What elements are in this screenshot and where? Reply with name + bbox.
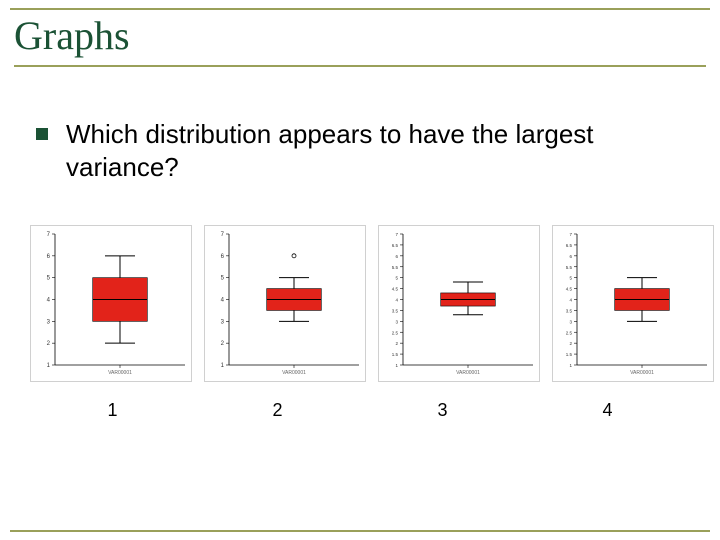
svg-text:1: 1 — [47, 363, 51, 369]
svg-text:6: 6 — [569, 254, 572, 259]
chart-label-2: 2 — [195, 400, 360, 421]
svg-text:2: 2 — [47, 341, 51, 347]
svg-text:3: 3 — [221, 319, 225, 325]
boxplot-chart-2: 1 2 3 4 5 6 7 VAR00001 — [204, 225, 366, 382]
svg-text:2: 2 — [395, 341, 398, 346]
slide-border-bottom — [10, 530, 710, 532]
svg-text:4: 4 — [569, 298, 572, 303]
bullet-icon — [36, 128, 48, 140]
question-text: Which distribution appears to have the l… — [66, 118, 696, 183]
svg-text:VAR00001: VAR00001 — [282, 370, 306, 376]
svg-text:4: 4 — [395, 298, 398, 303]
svg-text:2: 2 — [221, 341, 225, 347]
slide-title: Graphs — [14, 12, 706, 59]
chart-label-3: 3 — [360, 400, 525, 421]
svg-text:6: 6 — [395, 254, 398, 259]
svg-text:6: 6 — [47, 254, 51, 260]
svg-text:1.5: 1.5 — [566, 352, 573, 357]
svg-text:1.5: 1.5 — [392, 352, 399, 357]
svg-text:VAR00001: VAR00001 — [630, 370, 654, 376]
svg-text:VAR00001: VAR00001 — [456, 370, 480, 376]
svg-text:4: 4 — [47, 298, 51, 304]
svg-text:VAR00001: VAR00001 — [108, 370, 132, 376]
svg-text:5: 5 — [221, 276, 225, 282]
chart-labels-row: 1 2 3 4 — [30, 400, 690, 421]
svg-text:2.5: 2.5 — [392, 330, 399, 335]
svg-text:4: 4 — [221, 298, 225, 304]
svg-text:4.5: 4.5 — [392, 287, 399, 292]
svg-text:5.5: 5.5 — [392, 265, 399, 270]
svg-text:6.5: 6.5 — [566, 243, 573, 248]
bullet-row: Which distribution appears to have the l… — [36, 118, 696, 183]
svg-text:3: 3 — [569, 319, 572, 324]
svg-text:5: 5 — [395, 276, 398, 281]
boxplot-chart-3: 1 1.5 2 2.5 3 3.5 4 4.5 5 5.5 6 6.5 7 VAR00001 — [378, 225, 540, 382]
slide-border-top — [10, 8, 710, 10]
svg-text:4.5: 4.5 — [566, 287, 573, 292]
svg-text:3.5: 3.5 — [566, 308, 573, 313]
svg-text:1: 1 — [395, 363, 398, 368]
charts-container: 1 2 3 4 5 6 7 VAR00001 1 2 3 4 5 6 7 VAR00001 1 1.5 2 2.5 3 3… — [30, 225, 690, 382]
svg-text:3: 3 — [47, 319, 51, 325]
svg-text:5.5: 5.5 — [566, 265, 573, 270]
svg-text:5: 5 — [569, 276, 572, 281]
svg-text:2.5: 2.5 — [566, 330, 573, 335]
boxplot-chart-1: 1 2 3 4 5 6 7 VAR00001 — [30, 225, 192, 382]
svg-text:1: 1 — [221, 363, 225, 369]
svg-text:7: 7 — [221, 232, 225, 238]
svg-text:7: 7 — [395, 232, 398, 237]
svg-text:3: 3 — [395, 319, 398, 324]
svg-text:1: 1 — [569, 363, 572, 368]
svg-text:5: 5 — [47, 276, 51, 282]
boxplot-chart-4: 1 1.5 2 2.5 3 3.5 4 4.5 5 5.5 6 6.5 7 VAR00001 — [552, 225, 714, 382]
svg-text:7: 7 — [569, 232, 572, 237]
svg-text:3.5: 3.5 — [392, 308, 399, 313]
title-underline: Graphs — [14, 12, 706, 67]
svg-text:6.5: 6.5 — [392, 243, 399, 248]
svg-text:6: 6 — [221, 254, 225, 260]
svg-text:2: 2 — [569, 341, 572, 346]
chart-label-1: 1 — [30, 400, 195, 421]
svg-text:7: 7 — [47, 232, 51, 238]
chart-label-4: 4 — [525, 400, 690, 421]
